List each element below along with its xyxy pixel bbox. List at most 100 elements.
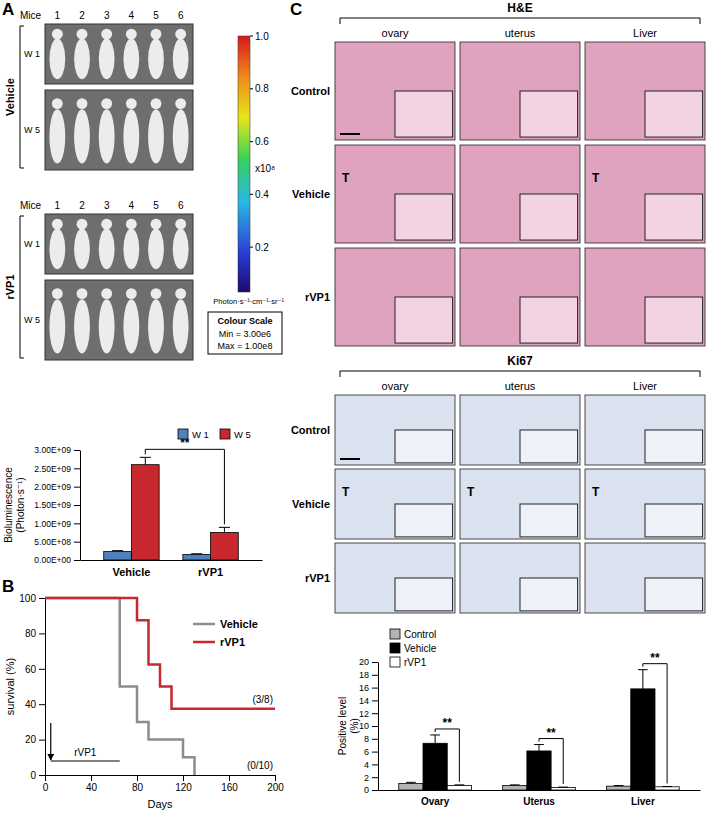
tick: Ovary <box>421 790 450 807</box>
y-axis-title: Bioluminescence(Photon·s⁻¹) <box>3 467 26 543</box>
image-inset <box>395 297 453 343</box>
bar <box>183 555 211 561</box>
tick: 3.00E+09 <box>34 445 80 455</box>
mouse-body <box>173 38 189 79</box>
bar-chart: 0.00E+005.00E+081.00E+091.50E+092.00E+09… <box>3 429 263 578</box>
tick: 4 <box>364 760 378 770</box>
tick: 14 <box>359 696 378 706</box>
axis-line <box>46 775 276 776</box>
group-label: Vehicle <box>4 78 16 116</box>
bar-chart: 02468101214161820OvaryUterusLiverPositiv… <box>337 629 701 807</box>
image-tile <box>460 395 580 465</box>
mouse-head <box>175 29 186 40</box>
plot-marks <box>104 457 239 560</box>
image-inset <box>395 578 453 611</box>
mouse-body <box>99 109 115 163</box>
error-bar <box>191 553 202 555</box>
tick: 6 <box>364 747 378 757</box>
error-bar <box>614 785 624 787</box>
row-label: Control <box>291 85 330 97</box>
y-axis-title: Positive level(%) <box>337 697 360 755</box>
group-label: rVP1 <box>4 274 16 299</box>
colour-bar <box>238 36 250 292</box>
tick: 20 <box>25 734 45 745</box>
colour-min: Min = 3.00e6 <box>219 329 271 339</box>
mouse-number: 6 <box>178 200 184 211</box>
image-inset <box>520 91 578 137</box>
axis-line <box>378 663 379 791</box>
tick-label: Vehicle <box>112 566 150 578</box>
tick-label: 12 <box>359 709 369 719</box>
mouse-body <box>123 109 139 163</box>
row-label: Vehicle <box>292 188 330 200</box>
bar <box>655 787 679 790</box>
grid-bracket <box>340 18 700 24</box>
legend: W 1W 5 <box>178 429 251 440</box>
mouse-body <box>99 299 115 353</box>
mouse-number: 3 <box>104 200 110 211</box>
y-axis: 0.00E+005.00E+081.00E+091.50E+092.00E+09… <box>34 445 80 565</box>
tick-label: 18 <box>359 670 369 680</box>
tick: 1.50E+09 <box>34 500 80 510</box>
error-bar <box>406 782 416 783</box>
tick: 60 <box>25 664 45 675</box>
tick-label: 5.00E+08 <box>34 537 71 547</box>
tick: Liver <box>631 790 655 807</box>
tick-mark <box>74 523 80 524</box>
x-axis: OvaryUterusLiver <box>379 790 701 807</box>
tick-label: 40 <box>25 699 37 710</box>
error-bar <box>112 550 123 552</box>
tick-label: 2.00E+09 <box>34 482 71 492</box>
bar <box>423 743 447 790</box>
tick-mark <box>39 633 45 634</box>
tick: 120 <box>175 775 192 793</box>
image-tile <box>585 395 705 465</box>
tick-mark <box>372 700 378 701</box>
mouse-head <box>175 98 186 109</box>
tick: 10 <box>359 721 378 731</box>
row-label: Control <box>291 424 330 436</box>
bar <box>131 465 159 560</box>
mouse-head <box>77 288 88 299</box>
image-inset <box>645 194 703 240</box>
error-bar <box>510 784 520 786</box>
tick-mark <box>74 560 80 561</box>
bar <box>399 784 423 790</box>
image-inset <box>645 430 703 463</box>
mouse-head <box>126 29 137 40</box>
image-inset <box>395 194 453 240</box>
bar <box>211 533 239 561</box>
significance-bracket <box>145 449 224 524</box>
tick-label: 6 <box>364 747 369 757</box>
tick: 5.00E+08 <box>34 537 80 547</box>
mouse-body <box>148 299 164 353</box>
legend-label: rVP1 <box>404 657 427 668</box>
tick-label: 4 <box>364 760 369 770</box>
mouse-head <box>151 29 162 40</box>
legend-swatch <box>390 643 400 653</box>
image-tile <box>585 42 705 140</box>
scale-bar <box>340 458 360 460</box>
mouse-head <box>101 29 112 40</box>
bar <box>104 552 132 560</box>
image-tile <box>585 145 705 243</box>
error-bar <box>558 787 568 788</box>
tick-mark <box>39 598 45 599</box>
legend-label: W 5 <box>234 429 251 440</box>
tick-mark <box>372 777 378 778</box>
row-label: rVP1 <box>305 291 330 303</box>
tick-mark <box>74 542 80 543</box>
image-inset <box>645 297 703 343</box>
tick: 1.00E+09 <box>34 519 80 529</box>
row-label: rVP1 <box>305 572 330 584</box>
tumor-mark: T <box>467 485 475 499</box>
tick-label: 0 <box>43 782 49 793</box>
end-label: (3/8) <box>252 694 273 705</box>
mouse-body <box>74 109 90 163</box>
legend: VehiclerVP1 <box>193 618 258 648</box>
tick: 8 <box>364 734 378 744</box>
image-grid: Ki67ovaryuterusLiverControlVehicleTTTrVP… <box>291 354 705 613</box>
tick: Vehicle <box>112 560 150 578</box>
error-bar <box>140 457 151 464</box>
significance-label: ** <box>650 651 660 665</box>
